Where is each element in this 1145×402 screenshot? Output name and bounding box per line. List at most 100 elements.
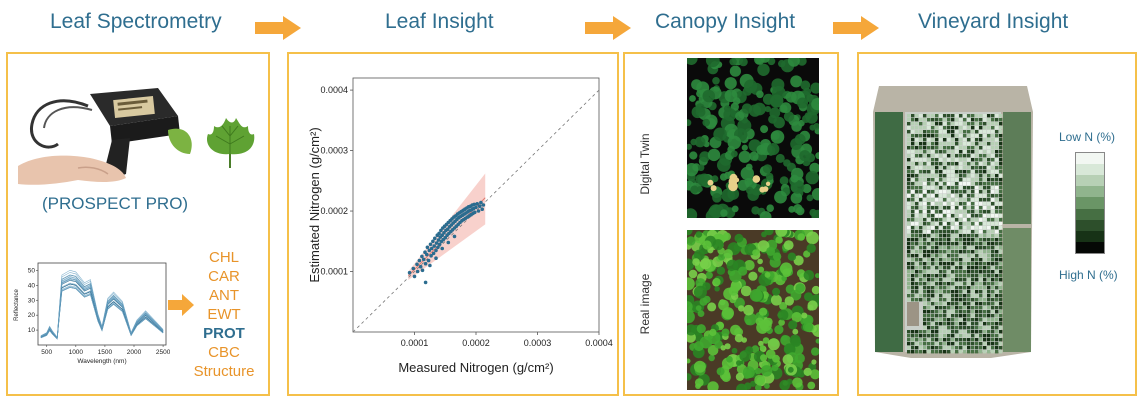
spectrum-line	[40, 274, 164, 339]
legend-swatch	[1076, 230, 1104, 242]
legend-swatch	[1076, 153, 1104, 165]
scatter-point	[474, 205, 478, 210]
scatter-point	[425, 245, 430, 250]
property-car: CAR	[208, 268, 240, 285]
spectra-y-tick-label: 20	[28, 312, 36, 319]
panel-leaf-spectrometry: (PROSPECT PRO) 500 1000 1500 2000 2500 10 20 3…	[6, 52, 270, 396]
scatter-point	[452, 234, 457, 239]
scatter-point	[425, 252, 429, 257]
legend-high-n-label: High N (%)	[1059, 268, 1118, 282]
scatter-point	[436, 245, 440, 250]
scatter-point	[426, 258, 431, 263]
spectra-x-tick-label: 2500	[156, 349, 170, 356]
legend-swatch	[1076, 208, 1104, 220]
reflectance-spectra-chart: 500 1000 1500 2000 2500 10 20 30 40 50 Wavelengt…	[14, 262, 170, 365]
legend-swatch	[1076, 186, 1104, 198]
scatter-point	[480, 207, 484, 211]
property-structure: Structure	[193, 363, 255, 380]
nitrogen-scatter-chart: 0.0001 0.0002 0.0003 0.0004 0.00010.00020.0…	[307, 77, 613, 375]
scatter-point	[437, 242, 442, 247]
spectrum-line	[40, 285, 164, 340]
scatter-point	[415, 262, 419, 267]
scatter-point	[432, 244, 436, 248]
scatter-point	[429, 246, 434, 251]
spectra-x-tick-label: 500	[41, 349, 52, 356]
title-leaf-spectrometry: Leaf Spectrometry	[50, 10, 222, 33]
flow-arrow-1	[255, 16, 301, 40]
scatter-y-ticks: 0.0001 0.0002 0.0003 0.0004	[320, 85, 353, 277]
prospect-pro-label: (PROSPECT PRO)	[42, 194, 189, 213]
spectra-lines	[40, 269, 164, 340]
scatter-point	[431, 251, 436, 256]
spectrum-line	[40, 278, 164, 339]
scatter-point	[423, 261, 428, 266]
real-image-label: Real image	[638, 273, 652, 335]
spectrometer-device-image	[18, 88, 192, 185]
property-ant: ANT	[209, 287, 239, 304]
legend-swatch	[1076, 175, 1104, 187]
spectra-x-tick-label: 2000	[127, 349, 142, 356]
scatter-point	[431, 239, 435, 244]
scatter-x-tick-label: 0.0003	[524, 338, 552, 348]
scatter-point	[442, 231, 446, 235]
flow-arrow-2	[585, 16, 631, 40]
digital-twin-image	[687, 58, 819, 218]
scatter-point	[420, 254, 424, 259]
scatter-point	[481, 203, 486, 207]
scatter-point	[472, 202, 476, 207]
scatter-point	[417, 258, 422, 263]
scatter-ylabel: Estimated Nitrogen (g/cm²)	[307, 127, 322, 282]
scatter-point	[433, 236, 437, 241]
spectra-x-ticks: 500 1000 1500 2000 2500	[41, 345, 170, 356]
scatter-point	[476, 209, 481, 213]
spectra-xlabel: Wavelength (nm)	[77, 358, 126, 365]
property-prot: PROT	[203, 325, 245, 342]
legend-low-n-label: Low N (%)	[1059, 130, 1116, 144]
spectra-x-tick-label: 1000	[69, 349, 84, 356]
spectra-x-tick-label: 1500	[98, 349, 113, 356]
scatter-x-tick-label: 0.0002	[462, 338, 490, 348]
property-ewt: EWT	[207, 306, 241, 323]
flow-arrow-3	[833, 16, 879, 40]
scatter-point	[412, 274, 417, 279]
scatter-point	[434, 241, 439, 245]
scatter-point	[423, 280, 428, 285]
panel-canopy-insight: Digital Twin Real image	[623, 52, 839, 396]
panel-leaf-insight: 0.0001 0.0002 0.0003 0.0004 0.0001 0.0002 0.0…	[287, 52, 619, 396]
scatter-point	[479, 200, 483, 205]
scatter-point	[429, 254, 433, 258]
scatter-x-tick-label: 0.0004	[585, 338, 613, 348]
panel-vineyard-insight: Low N (%) High N (%)	[857, 52, 1137, 396]
nitrogen-legend-bar	[1075, 152, 1105, 254]
scatter-point	[446, 240, 451, 245]
property-chl: CHL	[208, 249, 239, 266]
title-canopy-insight: Canopy Insight	[655, 10, 796, 33]
scatter-point	[428, 242, 433, 247]
legend-swatch	[1076, 197, 1104, 209]
scatter-xlabel: Measured Nitrogen (g/cm²)	[398, 360, 553, 375]
title-vineyard-insight: Vineyard Insight	[918, 10, 1069, 33]
scatter-point	[437, 231, 441, 236]
scatter-point	[443, 235, 448, 240]
scatter-point	[440, 246, 444, 251]
scatter-y-tick-label: 0.0003	[320, 146, 348, 156]
scatter-point	[434, 256, 438, 260]
scatter-point	[477, 204, 482, 208]
scatter-point	[418, 264, 423, 269]
legend-swatch	[1076, 164, 1104, 176]
legend-swatch	[1076, 241, 1104, 253]
scatter-point	[439, 228, 443, 233]
real-canopy-image	[687, 230, 819, 390]
scatter-point	[407, 270, 412, 275]
scatter-x-tick-label: 0.0001	[401, 338, 429, 348]
scatter-x-ticks: 0.0001 0.0002 0.0003 0.0004	[401, 332, 613, 348]
scatter-point	[415, 269, 420, 274]
scatter-point	[421, 257, 426, 262]
spectra-y-tick-label: 50	[28, 267, 36, 274]
spectra-ylabel: Reflectance	[14, 288, 20, 320]
scatter-y-tick-label: 0.0001	[320, 267, 348, 277]
scatter-point	[475, 202, 479, 206]
scatter-points	[407, 200, 486, 285]
scatter-point	[411, 266, 416, 271]
spectra-y-tick-label: 30	[28, 297, 36, 304]
